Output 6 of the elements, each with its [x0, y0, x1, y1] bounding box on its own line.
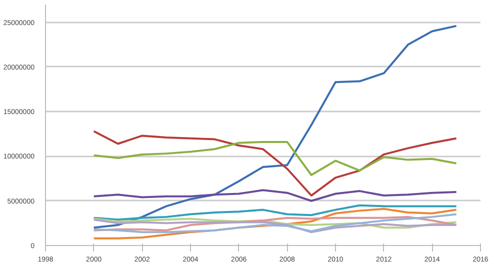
- line-series: [92, 204, 458, 221]
- line-series: [92, 140, 458, 176]
- line-series: [92, 24, 458, 229]
- line-series: [92, 218, 458, 234]
- line-series: [92, 130, 458, 197]
- line-series: [92, 189, 458, 202]
